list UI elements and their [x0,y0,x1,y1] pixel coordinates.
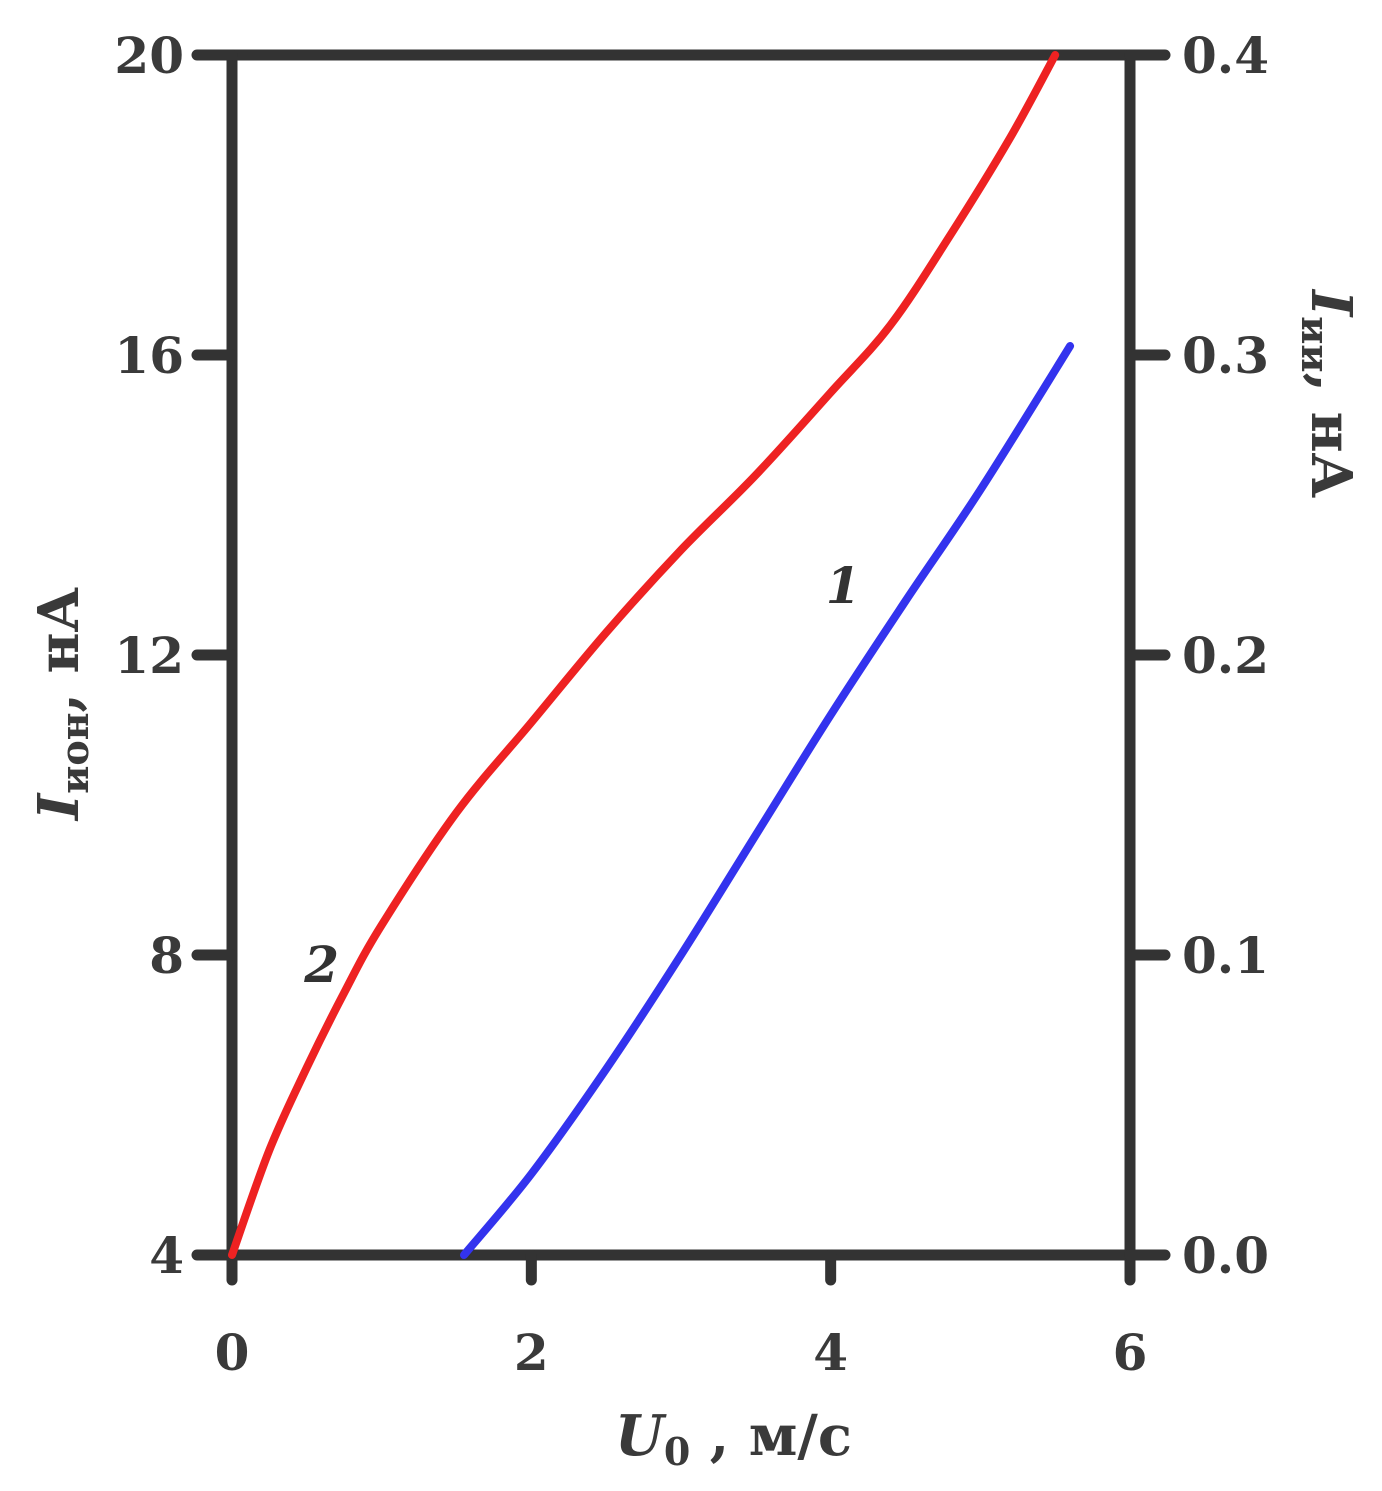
x-tick-label: 0 [215,1323,250,1382]
y-axis-left-title: Iион, нА [26,586,97,822]
y-right-tick-label: 0.4 [1182,26,1269,85]
x-axis-title-main: U [615,1403,667,1469]
y-right-tick-label: 0.3 [1182,326,1269,385]
series-2-line [228,51,1060,1259]
y-axis-left-title-rest: , нА [26,586,92,712]
y-axis-left-title-sub: ион [52,712,97,793]
plot-frame [226,49,1136,1261]
y-axis-right-title: Iии, нА [1293,288,1364,499]
x-tick-label: 6 [1113,1323,1148,1382]
y-right-tick-label: 0.2 [1182,626,1269,685]
y-axis-right-title-rest: , нА [1298,373,1364,499]
series-layer [228,51,1075,1259]
y-right-tick-label: 0.0 [1182,1226,1269,1285]
x-tick-label: 4 [813,1323,848,1382]
y-left-tick-label: 12 [114,626,184,685]
y-axis-left-title-main: I [26,792,92,822]
series-labels: 12 [303,556,860,994]
y-left-tick-label: 20 [114,26,184,85]
y-axis-right-title-sub: ии [1293,316,1338,372]
y-axis-right-title-main: I [1298,288,1364,318]
x-axis-title: U0 , м/с [615,1403,852,1474]
x-tick-label: 2 [514,1323,549,1382]
plot-border [226,49,1136,1261]
series-1-label: 1 [826,556,861,615]
x-axis-title-sub: 0 [664,1429,690,1474]
y-left-tick-label: 16 [114,326,184,385]
x-axis-title-rest: , м/с [690,1403,852,1469]
y-right-tick-label: 0.1 [1182,926,1269,985]
y-left-tick-label: 4 [149,1226,184,1285]
series-1-line [460,342,1075,1259]
series-2-label: 2 [303,935,339,994]
y-left-tick-label: 8 [149,926,184,985]
